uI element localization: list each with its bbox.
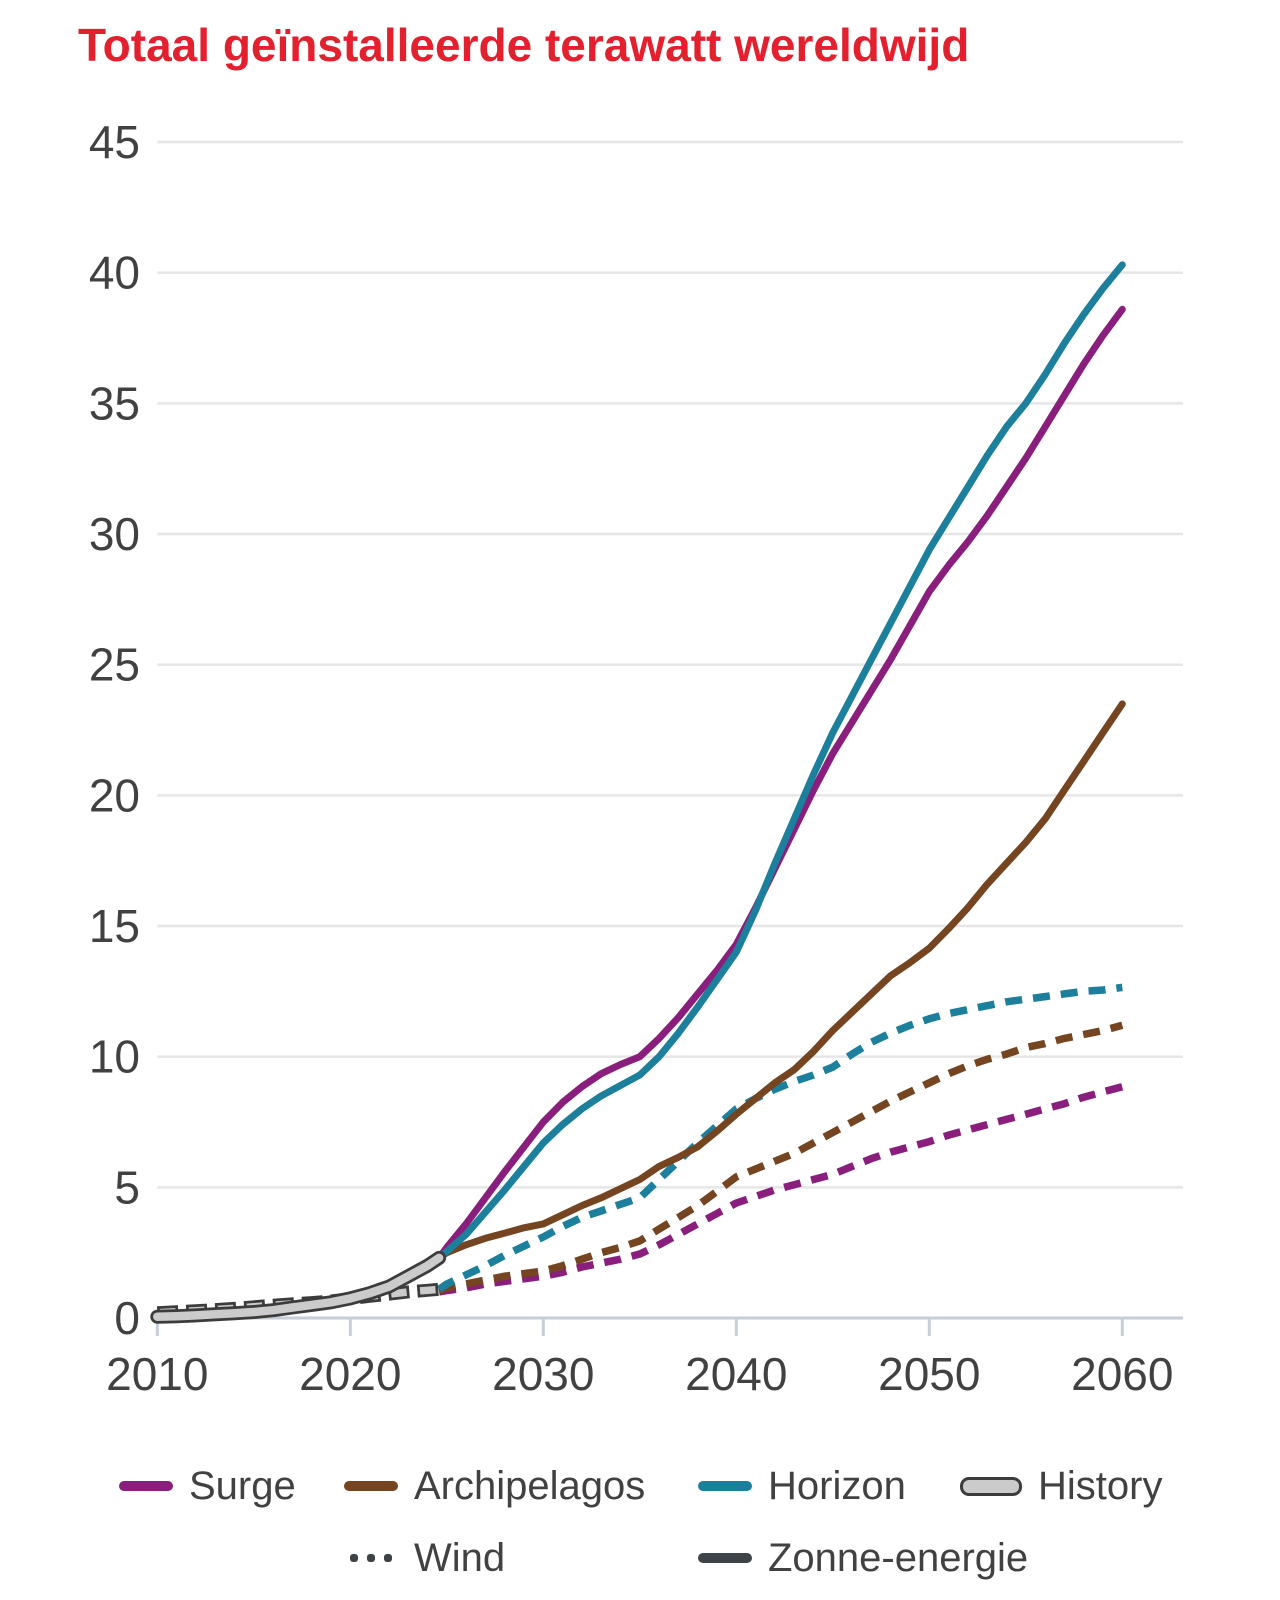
series-line-surge-wind	[438, 1083, 1124, 1296]
legend-item-zonne-energie: Zonne-energie	[698, 1534, 1028, 1582]
legend-label-horizon: Horizon	[768, 1463, 906, 1508]
x-tick-label-2010: 2010	[106, 1348, 208, 1400]
series-line-archipelagos-wind	[437, 1021, 1124, 1295]
y-tick-label-5: 5	[114, 1161, 140, 1213]
legend-item-history: History	[960, 1462, 1162, 1510]
y-tick-label-35: 35	[89, 377, 140, 429]
series-line-archipelagos-zonne-energie	[435, 700, 1126, 1262]
x-tick-label-2060: 2060	[1071, 1348, 1173, 1400]
series-line-history-wind	[157, 1285, 440, 1317]
legend-swatch-wind-dashes	[344, 1554, 398, 1562]
y-tick-label-40: 40	[89, 247, 140, 299]
series-line-horizon-zonne-energie	[435, 261, 1126, 1262]
legend-swatch-horizon-line	[698, 1481, 752, 1491]
x-tick-label-2040: 2040	[685, 1348, 787, 1400]
legend-item-archipelagos: Archipelagos	[344, 1462, 645, 1510]
legend-label-archipelagos: Archipelagos	[414, 1463, 646, 1508]
legend-swatch-archipelagos-line	[344, 1481, 398, 1491]
y-tick-label-30: 30	[89, 508, 140, 560]
legend-label-wind: Wind	[414, 1535, 506, 1580]
legend-wind-dot	[384, 1554, 392, 1562]
y-tick-label-15: 15	[89, 900, 140, 952]
x-tick-label-2050: 2050	[878, 1348, 980, 1400]
legend-swatch-history-line	[960, 1476, 1022, 1496]
chart-legend: Surge Archipelagos Horizon History Wind …	[0, 1462, 1280, 1592]
legend-wind-dot	[367, 1554, 375, 1562]
tick-labels: 0 5 10 15 20 25 30 35 40 45 2010 2020 2030 2040 2050 20…	[89, 116, 1174, 1400]
series-line-surge-zonne-energie	[435, 305, 1126, 1262]
legend-label-history: History	[1038, 1463, 1163, 1508]
y-tick-label-0: 0	[114, 1292, 140, 1344]
y-tick-label-10: 10	[89, 1031, 140, 1083]
series-line-history-zonne-energie	[153, 1253, 444, 1321]
gridlines	[157, 140, 1183, 1189]
legend-item-wind: Wind	[344, 1534, 505, 1582]
legend-label-surge: Surge	[189, 1463, 296, 1508]
y-tick-label-45: 45	[89, 116, 140, 168]
y-tick-label-20: 20	[89, 769, 140, 821]
legend-item-surge: Surge	[119, 1462, 296, 1510]
y-tick-label-25: 25	[89, 639, 140, 691]
legend-label-zonne-energie: Zonne-energie	[768, 1535, 1029, 1580]
legend-swatch-zonne-energie-line	[698, 1553, 752, 1563]
x-tick-label-2030: 2030	[492, 1348, 594, 1400]
legend-item-horizon: Horizon	[698, 1462, 906, 1510]
legend-swatch-surge-line	[119, 1481, 173, 1491]
x-tick-label-2020: 2020	[299, 1348, 401, 1400]
chart-title: Totaal geïnstalleerde terawatt wereldwij…	[78, 19, 970, 71]
series-line-horizon-wind	[436, 983, 1123, 1293]
x-axis	[155, 1316, 1183, 1336]
legend-wind-dot	[350, 1554, 358, 1562]
series-lines	[150, 261, 1126, 1324]
